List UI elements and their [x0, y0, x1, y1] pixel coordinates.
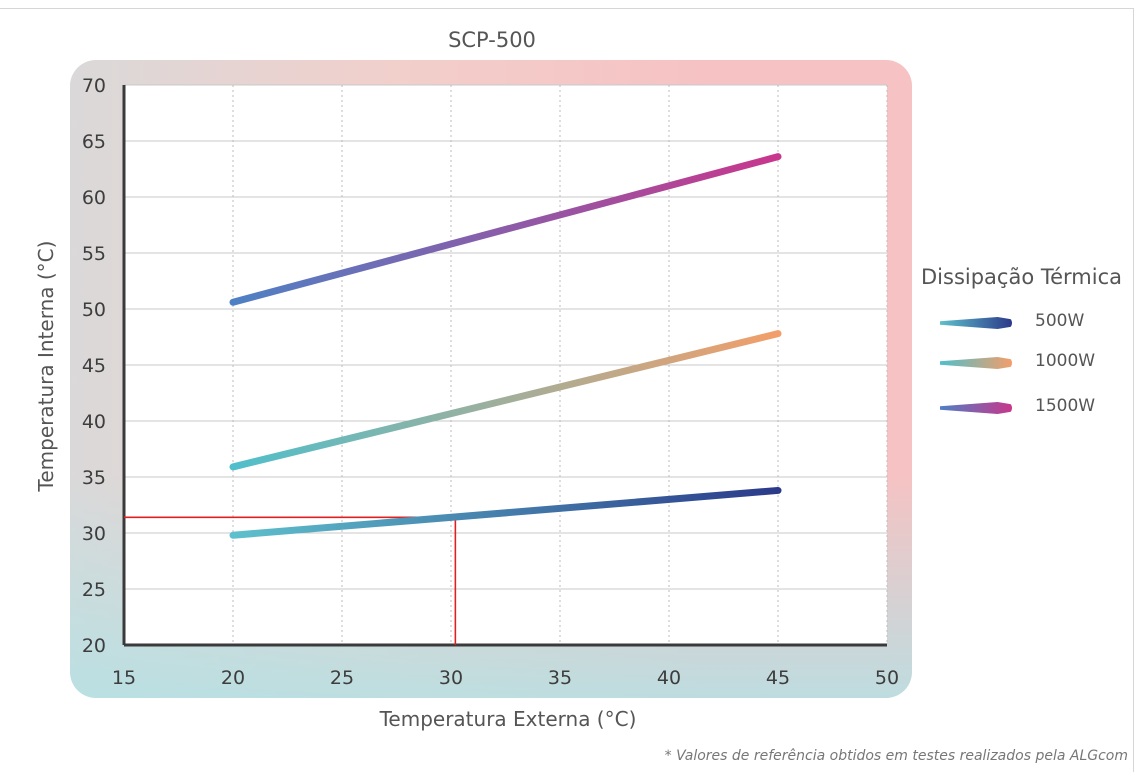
series-line-1500W	[229, 153, 782, 306]
x-tick-label: 50	[875, 667, 899, 689]
y-tick-label: 30	[82, 523, 106, 545]
x-axis-label: Temperatura Externa (°C)	[379, 707, 637, 731]
y-tick-label: 55	[82, 243, 106, 265]
y-tick-label: 25	[82, 579, 106, 601]
y-tick-label: 45	[82, 355, 106, 377]
legend-swatch	[940, 402, 1012, 414]
legend-title: Dissipação Térmica	[921, 265, 1123, 289]
series-line-1000W	[229, 330, 782, 471]
legend-label: 1000W	[1035, 351, 1096, 371]
reference-line	[124, 516, 457, 645]
footnote: * Valores de referência obtidos em teste…	[664, 748, 1128, 764]
legend-label: 1500W	[1035, 396, 1096, 416]
legend-swatch	[940, 357, 1012, 369]
y-tick-label: 70	[82, 75, 106, 97]
y-tick-label: 50	[82, 299, 106, 321]
y-tick-label: 60	[82, 187, 106, 209]
legend-swatch	[940, 317, 1012, 329]
y-tick-label: 40	[82, 411, 106, 433]
x-tick-label: 35	[548, 667, 572, 689]
x-tick-label: 30	[439, 667, 463, 689]
x-tick-label: 25	[330, 667, 354, 689]
y-tick-label: 35	[82, 467, 106, 489]
series-line-500W	[229, 486, 782, 539]
top-border	[0, 8, 1134, 9]
right-border	[1133, 8, 1134, 772]
y-tick-label: 20	[82, 635, 106, 657]
x-tick-label: 15	[112, 667, 136, 689]
legend-label: 500W	[1035, 311, 1085, 331]
x-tick-label: 40	[657, 667, 681, 689]
chart-title: SCP-500	[448, 28, 536, 52]
x-tick-label: 45	[766, 667, 790, 689]
y-tick-label: 65	[82, 131, 106, 153]
x-tick-label: 20	[221, 667, 245, 689]
